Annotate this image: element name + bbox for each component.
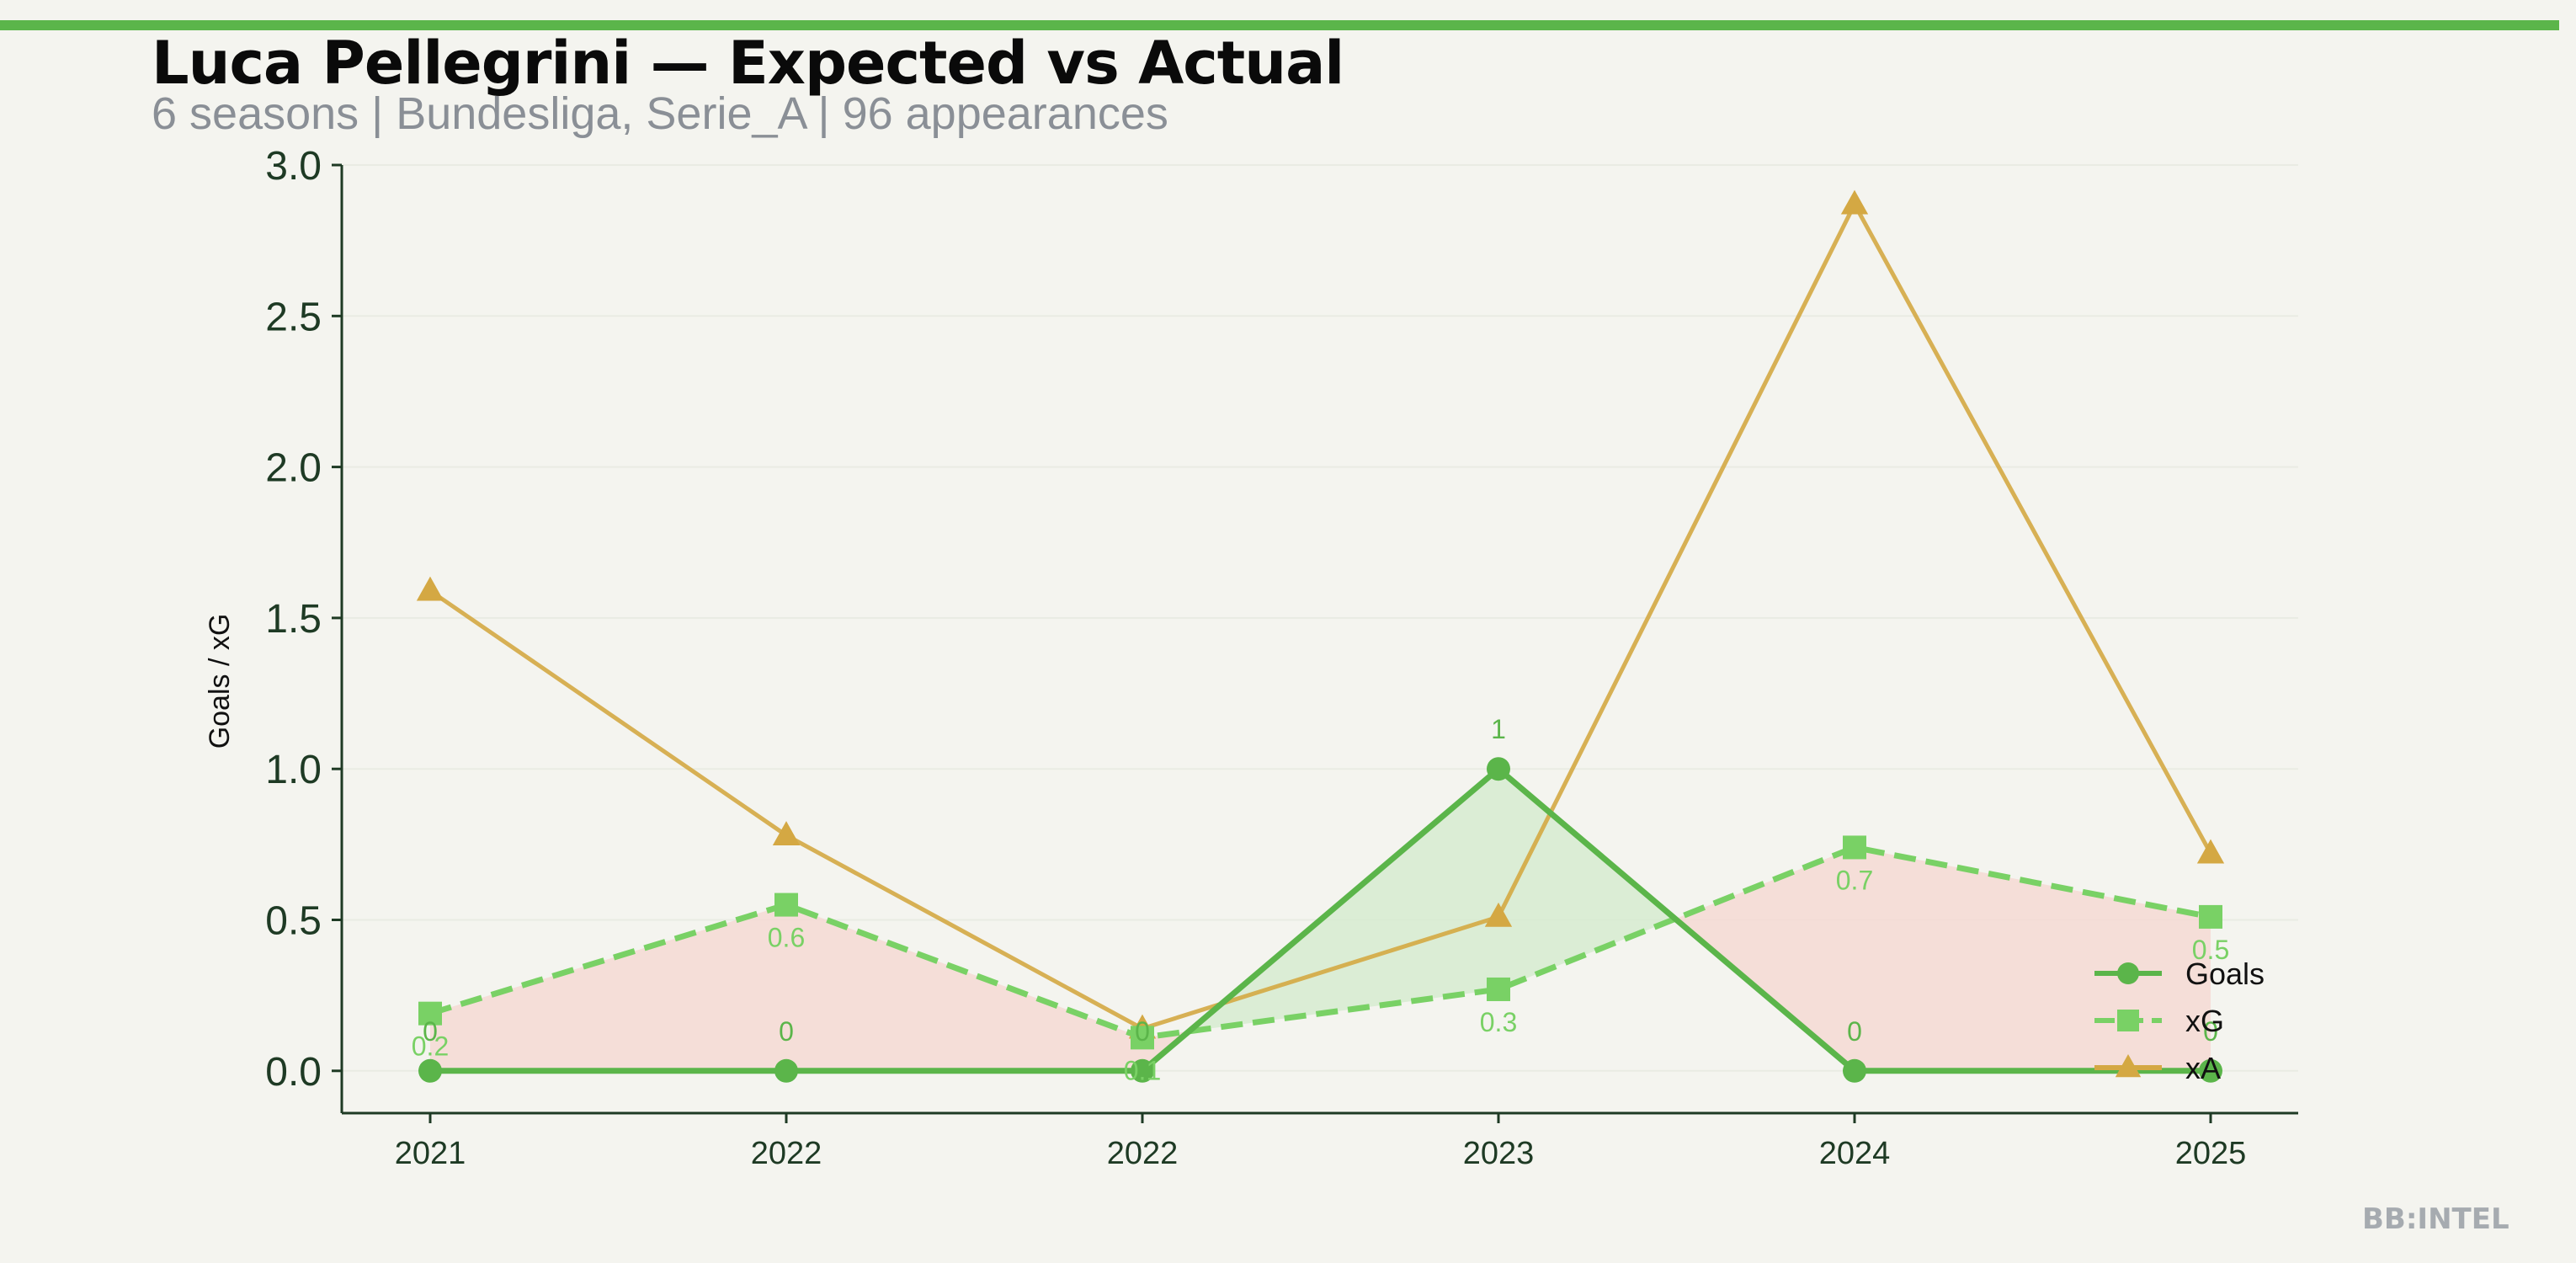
goals-point <box>774 1058 798 1083</box>
xa-point <box>416 576 444 601</box>
x-tick-label: 2022 <box>751 1136 822 1171</box>
xa-line <box>428 200 2213 1031</box>
brand-watermark: BB:INTEL <box>2362 1202 2509 1236</box>
xa-point <box>1840 189 1869 215</box>
x-tick-label: 2025 <box>2175 1136 2247 1171</box>
underperformance-area <box>786 904 1142 1071</box>
xg-data-label: 0.7 <box>1836 865 1873 895</box>
goals-point <box>418 1058 442 1083</box>
xa-point <box>2196 839 2225 864</box>
xg-data-label: 0.6 <box>768 923 805 953</box>
y-axis-label: Goals / xG <box>204 614 236 749</box>
x-tick-label: 2024 <box>1819 1136 1891 1171</box>
y-tick-label: 2.5 <box>265 295 322 339</box>
xg-data-label: 0.5 <box>2192 935 2229 965</box>
xg-point <box>1487 977 1510 1001</box>
chart-title: Luca Pellegrini — Expected vs Actual <box>152 29 1344 98</box>
goals-data-label: 1 <box>1491 714 1506 744</box>
y-tick-label: 1.5 <box>265 597 322 642</box>
legend-marker <box>2117 1010 2139 1031</box>
xg-point <box>418 1001 442 1026</box>
xg-point <box>774 893 798 917</box>
goals-data-label: 0 <box>1847 1016 1862 1047</box>
goals-point <box>1131 1058 1154 1083</box>
goals-point <box>1843 1058 1866 1083</box>
xg-line <box>428 844 2211 1041</box>
xa-point <box>1484 902 1513 927</box>
y-tick-label: 2.0 <box>265 446 322 491</box>
underperformance-area <box>430 904 786 1071</box>
overperformance-area <box>1498 769 1676 989</box>
goals-line <box>430 765 2211 1074</box>
y-tick-label: 1.0 <box>265 748 322 792</box>
legend-marker <box>2115 1054 2142 1078</box>
goals-data-label: 0 <box>779 1016 794 1047</box>
xa-point <box>772 821 801 845</box>
goals-data-label: 0 <box>1135 1016 1150 1047</box>
legend-label: xA <box>2185 1051 2221 1085</box>
goals-data-label: 0 <box>2203 1016 2218 1047</box>
goals-point <box>1487 757 1510 781</box>
underperformance-area <box>1675 847 1855 1071</box>
legend-label: Goals <box>2185 957 2265 991</box>
y-tick-label: 3.0 <box>265 144 322 189</box>
x-tick-label: 2022 <box>1107 1136 1179 1171</box>
y-tick-label: 0.5 <box>265 898 322 943</box>
legend-label: xG <box>2185 1004 2224 1038</box>
xg-data-label: 0.3 <box>1480 1007 1517 1037</box>
goals-data-label: 0 <box>423 1016 438 1047</box>
y-tick-label: 0.0 <box>265 1050 322 1095</box>
xg-data-label: 0.2 <box>412 1031 449 1062</box>
goals-point <box>2199 1058 2222 1083</box>
x-tick-label: 2021 <box>395 1136 466 1171</box>
xg-point <box>2199 904 2222 929</box>
xg-point <box>1131 1026 1154 1050</box>
legend-marker <box>2117 962 2139 984</box>
x-tick-label: 2023 <box>1463 1136 1535 1171</box>
chart-subtitle: 6 seasons | Bundesliga, Serie_A | 96 app… <box>152 88 1168 139</box>
accent-rule <box>0 20 2559 30</box>
xg-data-label: 0.1 <box>1124 1055 1161 1085</box>
xg-point <box>1843 835 1866 860</box>
